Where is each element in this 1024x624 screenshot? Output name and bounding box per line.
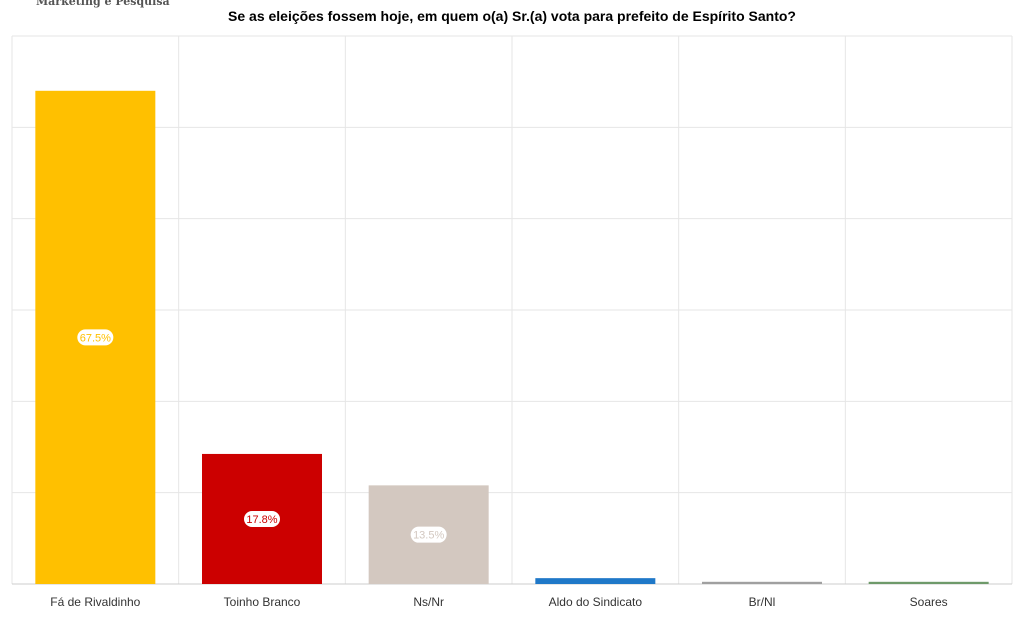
data-label-bg xyxy=(244,510,280,527)
x-tick-label: Toinho Branco xyxy=(224,595,301,609)
brand-tagline: Marketing e Pesquisa xyxy=(36,0,170,8)
chart-title: Se as eleições fossem hoje, em quem o(a)… xyxy=(228,8,796,24)
data-label: 13.5% xyxy=(413,530,444,542)
x-tick-label: Fá de Rivaldinho xyxy=(50,595,140,609)
bar-br-nl xyxy=(702,581,822,584)
data-label: 17.8% xyxy=(246,514,277,526)
bar-aldo-do-sindicato xyxy=(535,578,656,584)
x-tick-label: Br/Nl xyxy=(749,595,776,609)
x-tick-label: Aldo do Sindicato xyxy=(549,595,643,609)
x-tick-label: Ns/Nr xyxy=(413,595,444,609)
data-label-bg xyxy=(410,526,447,543)
data-label: 67.5% xyxy=(80,332,111,344)
x-tick-label: Soares xyxy=(910,595,948,609)
bar-soares xyxy=(868,581,989,584)
data-label-bg xyxy=(77,329,114,346)
